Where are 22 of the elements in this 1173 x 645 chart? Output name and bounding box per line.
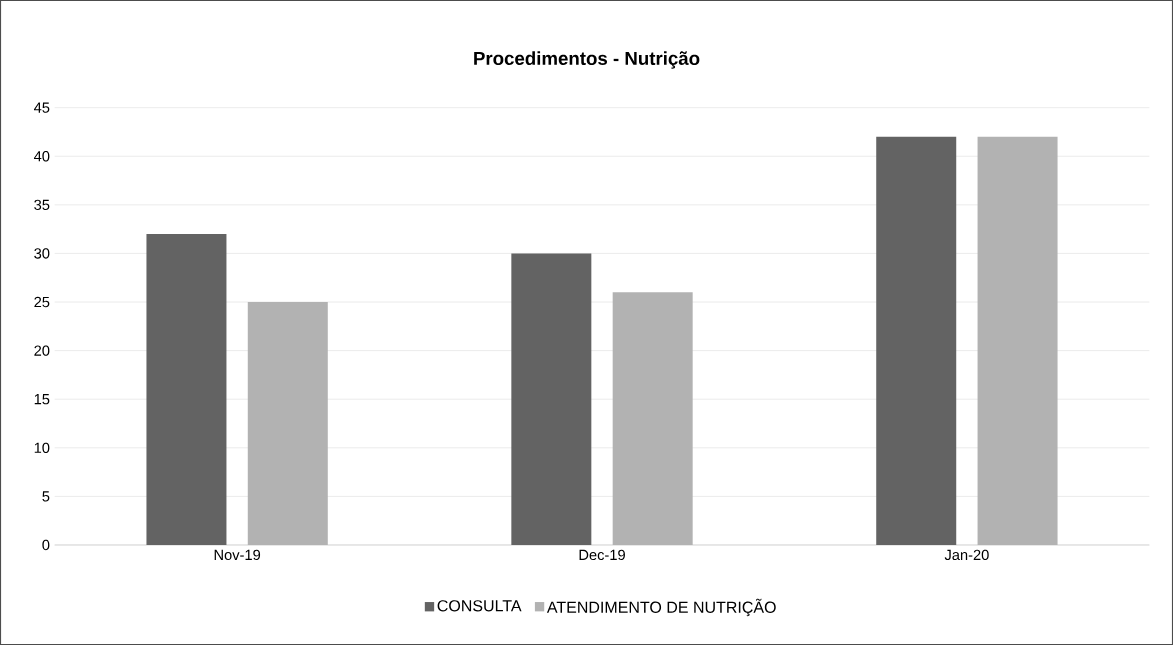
y-tick-label: 45 [33,102,50,113]
x-tick-label: Nov-19 [214,549,261,561]
bar [612,292,693,545]
y-tick-label: 20 [34,345,50,356]
bar [876,136,957,545]
y-tick-label: 35 [34,199,50,211]
y-tick-label: 10 [34,442,50,453]
legend-label: CONSULTA [437,600,522,612]
y-tick-label: 15 [34,394,50,405]
chart-title: Procedimentos - Nutrição [474,51,700,69]
y-tick-label: 30 [34,248,50,259]
y-tick-label: 5 [42,491,50,502]
legend-label: ATENDIMENTO DE NUTRIÇÃO [546,598,776,617]
x-tick-label: Dec-19 [579,549,625,561]
x-tick-label: Jan-20 [944,549,989,561]
bar [146,234,227,545]
y-tick-label: 0 [42,539,50,551]
bar [247,302,328,545]
bar [977,136,1058,545]
bar [511,253,592,545]
y-tick-label: 40 [33,151,50,162]
y-tick-label: 25 [34,296,50,308]
